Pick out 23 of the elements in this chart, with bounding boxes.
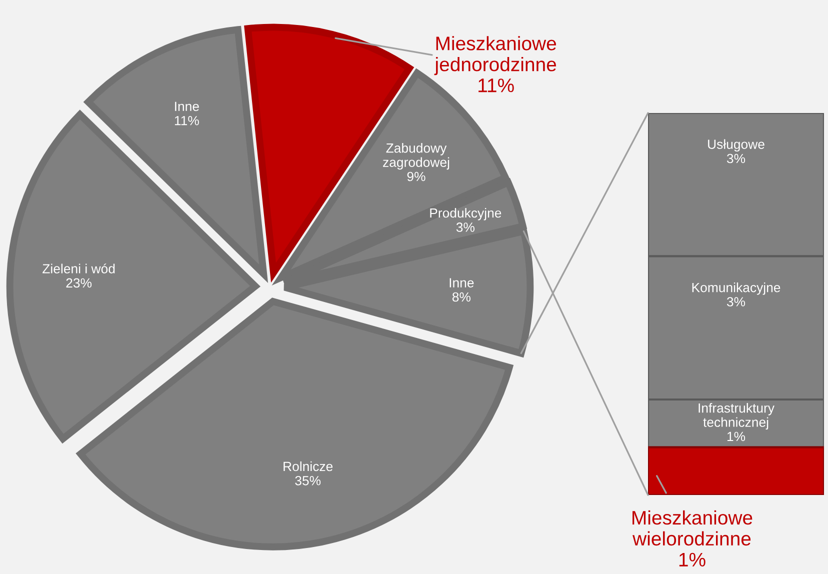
slice-label: Rolnicze (284, 461, 333, 472)
slice-label: Inne (175, 102, 199, 112)
data-label: 9% (407, 172, 426, 182)
data-label: 1% (679, 552, 706, 566)
series-label: Usługowe (708, 139, 764, 152)
series-label: Mieszkaniowe wielorodzinne (632, 510, 752, 546)
data-label: 1% (727, 432, 746, 442)
slice-label: Zieleni i wód (42, 264, 115, 274)
series-label: Komunikacyjne (692, 282, 780, 295)
data-label: 3% (726, 154, 746, 164)
data-label: 23% (66, 278, 92, 288)
data-label: 3% (456, 222, 474, 232)
data-label: 3% (726, 297, 746, 306)
slice-label: Mieszkaniowe jednorodzinne (434, 36, 556, 76)
slice-label: Zabudowy zagrodowej (383, 143, 450, 170)
data-label: 35% (295, 476, 321, 486)
bar (648, 446, 824, 495)
data-label: 11% (174, 116, 199, 126)
data-label: 8% (452, 292, 470, 302)
series-label: Infrastruktury technicznej (698, 403, 774, 430)
data-label: 11% (478, 78, 514, 92)
slice-label: Inne (450, 278, 474, 288)
slice-label: Produkcyjne (430, 208, 502, 220)
